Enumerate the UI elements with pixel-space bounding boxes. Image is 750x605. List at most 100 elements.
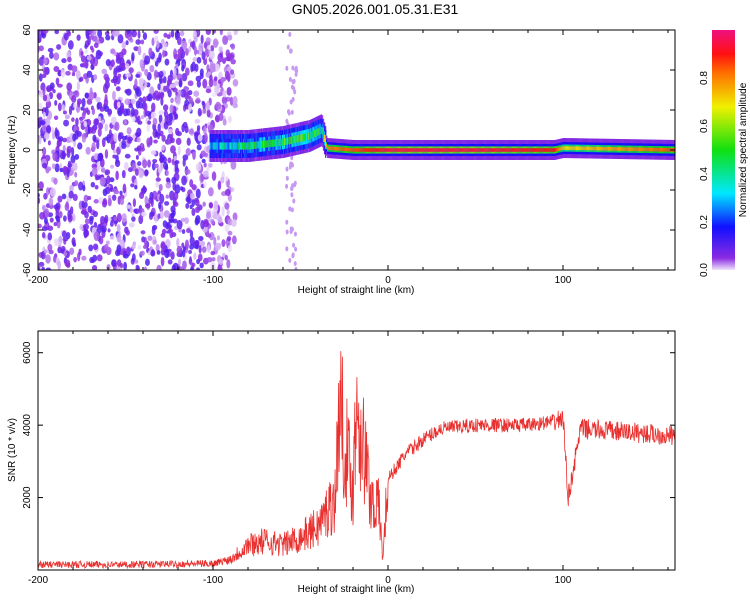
spectrogram-cell — [224, 224, 230, 233]
spectrogram-cell — [150, 150, 157, 156]
spectrogram-cell — [564, 146, 566, 150]
spectrogram-cell — [449, 148, 452, 152]
spectrogram-cell — [226, 259, 231, 269]
spectrogram-cell — [462, 148, 464, 152]
spectrogram-cell — [112, 154, 117, 159]
spectrogram-cell — [454, 148, 456, 152]
spectrogram-cell — [115, 56, 122, 64]
spectrogram-cell — [200, 150, 206, 158]
spectrogram-cell — [364, 148, 367, 152]
spectrogram-cell — [218, 112, 224, 122]
spectrogram-cell — [156, 250, 161, 255]
spectrogram-cell — [634, 147, 637, 152]
spectrogram-cell — [128, 104, 134, 109]
spectrogram-cell — [90, 181, 96, 188]
spectrogram-cell — [191, 262, 196, 267]
spectrogram-cell — [73, 102, 78, 109]
spectrogram-cell — [229, 53, 235, 60]
spectrogram-cell — [547, 148, 549, 152]
spectrogram-cell — [336, 146, 338, 151]
spectrogram-cell — [556, 147, 558, 152]
spectrogram-cell — [343, 147, 346, 152]
spectrogram-cell — [498, 148, 500, 152]
spectrogram-cell — [113, 216, 118, 222]
spectrogram-cell — [159, 151, 163, 159]
spectrogram-cell — [207, 162, 213, 168]
spectrogram-cell — [126, 127, 132, 135]
spectrogram-cell — [294, 246, 298, 252]
spectrogram-cell — [84, 218, 90, 225]
spectrogram-cell — [658, 147, 661, 152]
spectrogram-cell — [86, 98, 93, 105]
spectrogram-cell — [93, 231, 100, 242]
spectrogram-cell — [288, 164, 292, 170]
spectrogram-cell — [621, 147, 623, 151]
spectrogram-cell — [151, 162, 156, 171]
spectrogram-cell — [103, 105, 110, 113]
spectrogram-cell — [143, 266, 147, 270]
spectrogram-cell — [415, 148, 417, 152]
spectrogram-cell — [111, 194, 117, 201]
spectrogram-cell — [125, 108, 131, 116]
spectrogram-cell — [287, 110, 291, 116]
spectrogram-cell — [217, 265, 223, 270]
spectrogram-cell — [655, 147, 658, 152]
spectrogram-cell — [120, 102, 125, 113]
spectrogram-cell — [71, 117, 75, 122]
spectrogram-cell — [131, 116, 136, 123]
spectrogram-cell — [457, 148, 459, 152]
spectrogram-cell — [49, 217, 54, 223]
spectrogram-cell — [494, 148, 496, 152]
spectrogram-cell — [115, 249, 120, 257]
spectrogram-cell — [184, 169, 191, 175]
spectrogram-cell — [225, 142, 227, 150]
spectrogram-cell — [388, 148, 390, 152]
spectrogram-cell — [630, 147, 632, 152]
spectrogram-cell — [147, 159, 151, 168]
spectrogram-cell — [285, 175, 289, 181]
spectrogram-cell — [601, 146, 603, 151]
spectrogram-cell — [203, 220, 209, 228]
spectrogram-cell — [206, 211, 211, 219]
spectrogram-cell — [213, 236, 217, 247]
spectrogram-cell — [210, 250, 216, 256]
spectrogram-cell — [188, 128, 195, 135]
spectrogram-cell — [229, 96, 234, 106]
spectrogram-cell — [152, 158, 158, 164]
spectrogram-cell — [647, 147, 649, 152]
spectrogram-cell — [139, 250, 145, 256]
spectrogram-cell — [42, 87, 46, 96]
spectrogram-cell — [103, 73, 109, 81]
spectrogram-cell — [125, 40, 129, 46]
spectrogram-cell — [132, 198, 137, 208]
spectrogram-cell — [121, 213, 127, 223]
spectrogram-cell — [508, 148, 511, 152]
spectrogram-cell — [106, 133, 111, 144]
spectrogram-cell — [317, 128, 319, 136]
spectrogram-cell — [217, 216, 223, 224]
spectrogram-cell — [71, 65, 78, 73]
spectrogram-cell — [121, 143, 127, 149]
spectrogram-cell — [260, 140, 263, 149]
spectrogram-cell — [265, 140, 267, 148]
spectrogram-cell — [65, 231, 71, 240]
spectrogram-cell — [529, 148, 532, 152]
spectrogram-cell — [290, 136, 292, 144]
spectrogram-cell — [500, 148, 502, 152]
spectrogram-cell — [459, 148, 461, 152]
spectrogram-cell — [288, 31, 292, 37]
spectrogram-cell — [522, 148, 524, 152]
spectrogram-cell — [71, 95, 77, 103]
spectrogram-cell — [290, 155, 294, 161]
spectrogram-cell — [237, 142, 240, 150]
spectrogram-cell — [380, 148, 382, 152]
spectrogram-cell — [652, 147, 654, 152]
spectrogram-cell — [204, 133, 208, 143]
spectrogram-cell — [483, 148, 485, 152]
spectrogram-cell — [114, 159, 121, 168]
spectrogram-cell — [176, 245, 183, 255]
spectrogram-cell — [434, 148, 436, 152]
spectrogram-cell — [224, 254, 228, 261]
spectrogram-cell — [171, 176, 177, 185]
spectrogram-cell — [218, 258, 224, 266]
